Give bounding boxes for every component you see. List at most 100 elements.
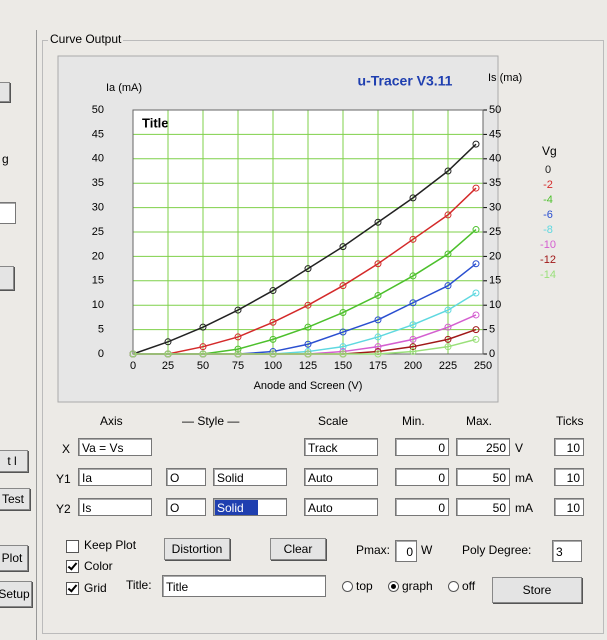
style-field[interactable]: Solid: [213, 468, 287, 486]
point: [374, 316, 382, 324]
axis-label: X: [62, 442, 71, 456]
point: [444, 343, 452, 351]
point: [374, 260, 382, 268]
point: [374, 218, 382, 226]
point: [374, 350, 382, 358]
style-field[interactable]: Solid: [213, 498, 287, 516]
marker-field[interactable]: O: [166, 498, 206, 516]
point: [234, 306, 242, 314]
header: Max.: [466, 414, 493, 428]
point: [374, 343, 382, 351]
max-field[interactable]: 250: [456, 438, 510, 456]
left-button[interactable]: [0, 266, 14, 290]
ticks-field[interactable]: 10: [554, 438, 584, 456]
y2-tick-label: 5: [489, 324, 495, 336]
point: [304, 265, 312, 273]
point: [472, 260, 480, 268]
y-tick-label: 5: [98, 324, 104, 336]
min-field[interactable]: 0: [395, 498, 449, 516]
point: [409, 299, 417, 307]
point: [339, 282, 347, 290]
poly-label: Poly Degree:: [462, 543, 532, 557]
header: Axis: [100, 414, 123, 428]
title-field[interactable]: Title: [162, 575, 326, 597]
clear-button[interactable]: Clear: [270, 538, 326, 560]
group-title: Curve Output: [48, 32, 124, 46]
point: [472, 289, 480, 297]
y2-tick-label: 40: [489, 153, 501, 165]
point: [269, 318, 277, 326]
point: [472, 335, 480, 343]
color-checkbox[interactable]: [66, 560, 79, 573]
point: [199, 323, 207, 331]
curve: [132, 143, 477, 355]
pmax-label: Pmax:: [356, 543, 391, 557]
point: [472, 184, 480, 192]
left-button[interactable]: t l: [0, 450, 28, 472]
left-field[interactable]: [0, 202, 16, 224]
legend-entry: -2: [543, 179, 553, 191]
y2-axis-label: Is (ma): [488, 72, 522, 84]
scale-field[interactable]: Auto: [304, 498, 378, 516]
scale-field[interactable]: Auto: [304, 468, 378, 486]
chart-title: u-Tracer V3.11: [358, 73, 453, 89]
pmax-field[interactable]: 0: [395, 540, 417, 562]
max-field[interactable]: 50: [456, 468, 510, 486]
point: [234, 345, 242, 353]
legend-title: Vg: [542, 144, 557, 158]
keep-plot-checkbox[interactable]: [66, 540, 79, 553]
left-button[interactable]: Plot: [0, 545, 28, 571]
max-field[interactable]: 50: [456, 498, 510, 516]
radio-off[interactable]: [448, 581, 459, 592]
left-button[interactable]: Test: [0, 488, 30, 510]
left-button[interactable]: Setup: [0, 581, 32, 607]
legend-entry: -14: [540, 269, 556, 281]
marker-field[interactable]: O: [166, 468, 206, 486]
grid-checkbox[interactable]: [66, 582, 79, 595]
legend-entry: -12: [540, 254, 556, 266]
point: [409, 335, 417, 343]
ticks-field[interactable]: 10: [554, 498, 584, 516]
scale-field[interactable]: Track: [304, 438, 378, 456]
point: [472, 226, 480, 234]
ticks-field[interactable]: 10: [554, 468, 584, 486]
point: [304, 323, 312, 331]
legend-entry: -8: [543, 224, 553, 236]
point: [409, 321, 417, 329]
left-panel: [0, 30, 37, 640]
plot-title: Title: [142, 115, 169, 130]
y2-tick-label: 45: [489, 128, 501, 140]
left-label: g: [2, 152, 9, 166]
y-tick-label: 25: [92, 226, 104, 238]
point: [339, 243, 347, 251]
y-tick-label: 40: [92, 153, 104, 165]
point: [409, 343, 417, 351]
radio-top-label: top: [356, 579, 373, 593]
quantity-field[interactable]: Ia: [78, 468, 152, 486]
point: [444, 306, 452, 314]
legend-entry: 0: [545, 164, 551, 176]
point: [444, 167, 452, 175]
point: [199, 350, 207, 358]
left-dropdown[interactable]: [0, 82, 10, 102]
store-button[interactable]: Store: [492, 577, 582, 603]
point: [304, 350, 312, 358]
x-tick-label: 50: [197, 360, 209, 372]
y2-tick-label: 15: [489, 275, 501, 287]
y2-tick-label: 10: [489, 299, 501, 311]
point: [269, 287, 277, 295]
radio-graph[interactable]: [388, 581, 399, 592]
min-field[interactable]: 0: [395, 468, 449, 486]
point: [164, 338, 172, 346]
distortion-button[interactable]: Distortion: [164, 538, 230, 560]
quantity-field[interactable]: Is: [78, 498, 152, 516]
poly-field[interactable]: 3: [552, 540, 582, 562]
quantity-field[interactable]: Va = Vs: [78, 438, 152, 456]
min-field[interactable]: 0: [395, 438, 449, 456]
header: Min.: [402, 414, 425, 428]
radio-top[interactable]: [342, 581, 353, 592]
x-tick-label: 0: [130, 360, 136, 372]
point: [409, 348, 417, 356]
x-tick-label: 150: [334, 360, 352, 372]
title-label: Title:: [126, 578, 152, 592]
